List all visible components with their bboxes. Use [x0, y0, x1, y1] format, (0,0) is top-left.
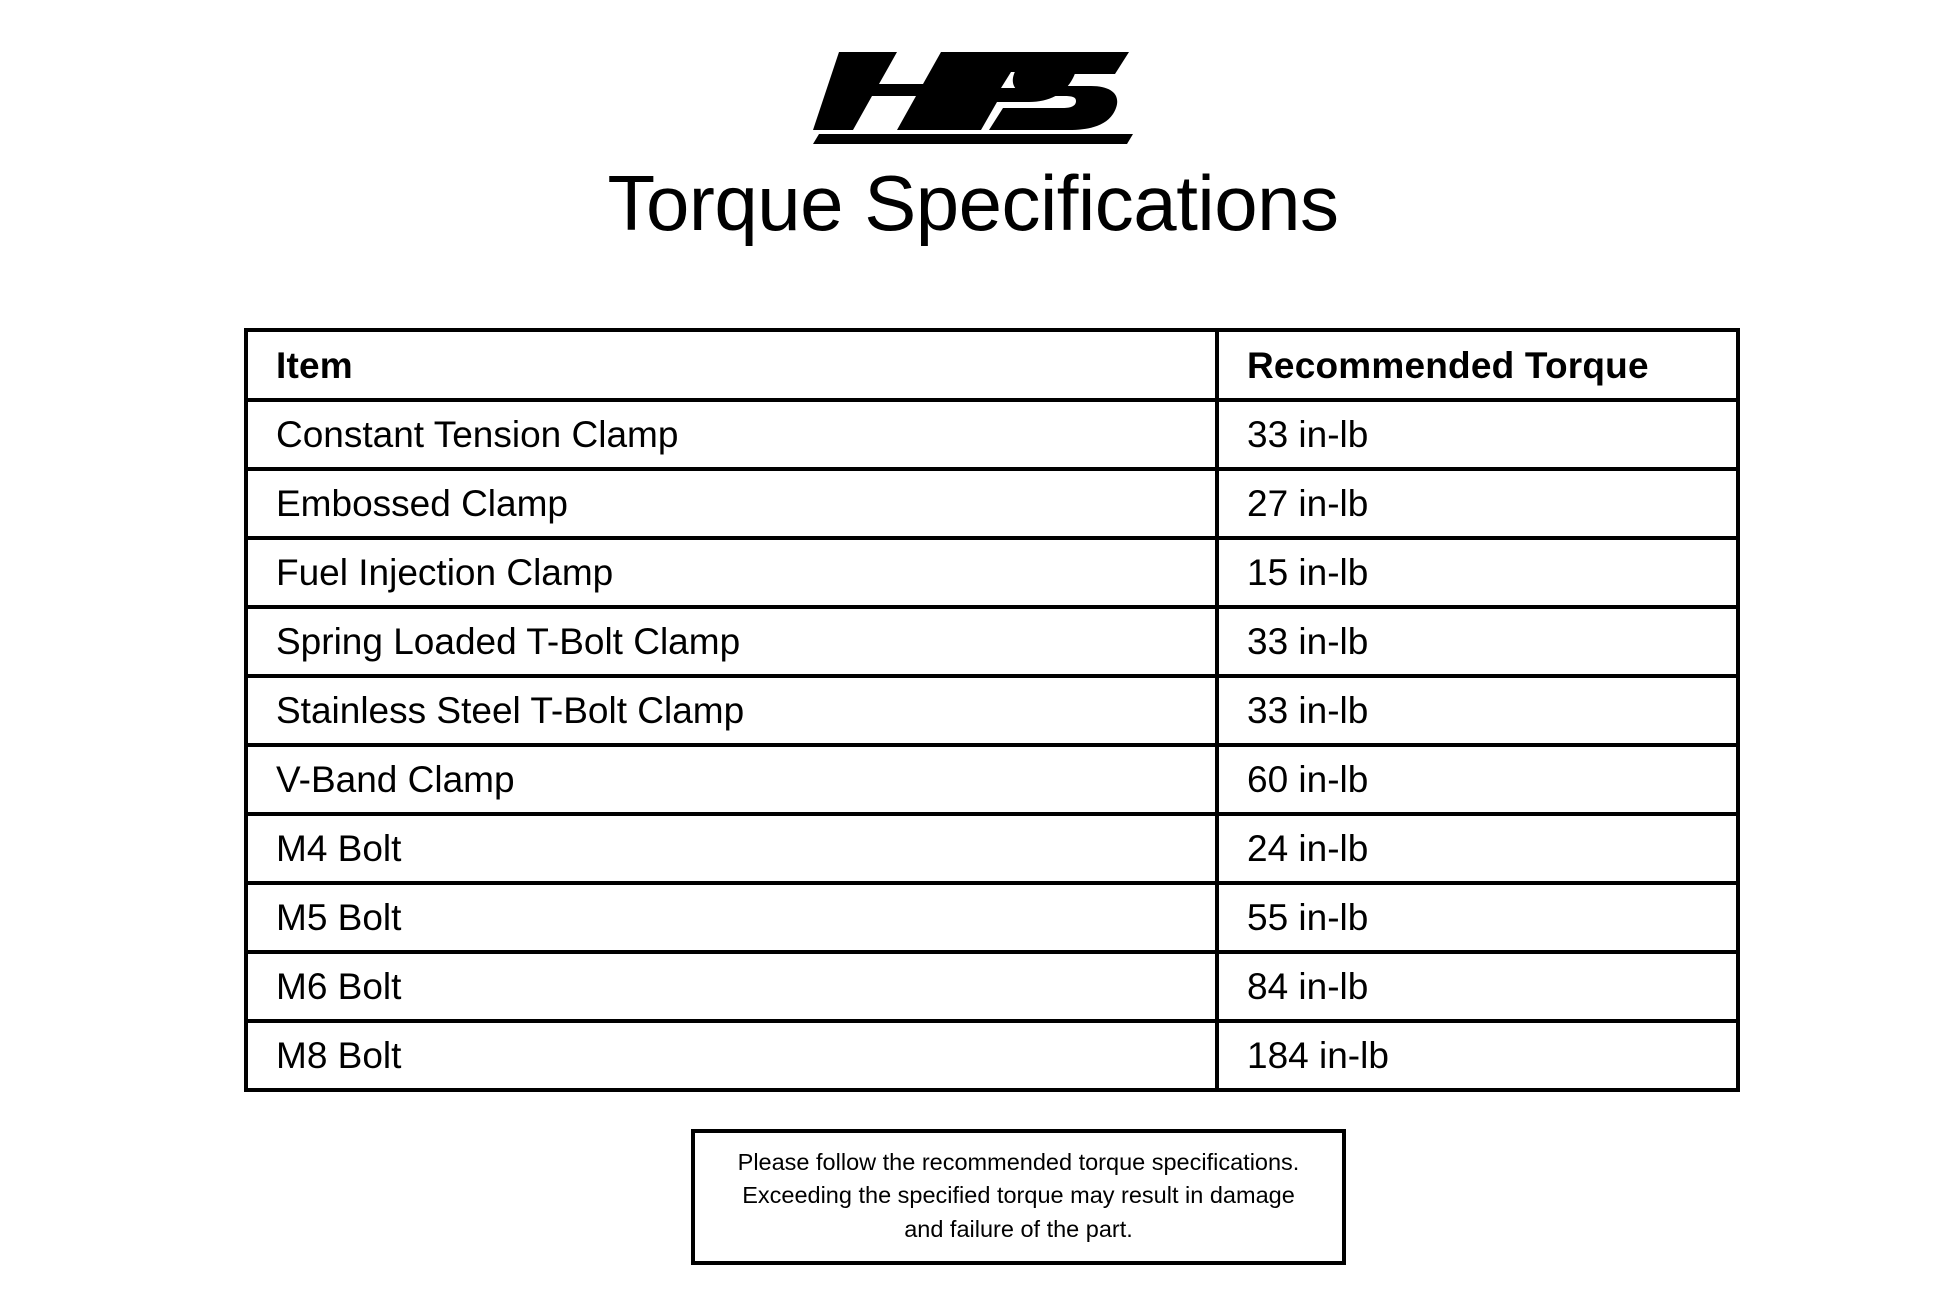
column-header-item: Item	[244, 328, 1219, 402]
cell-item: Stainless Steel T-Bolt Clamp	[244, 674, 1219, 747]
cell-item: M8 Bolt	[244, 1019, 1219, 1092]
table-row: Stainless Steel T-Bolt Clamp 33 in-lb	[244, 674, 1740, 747]
table-row: V-Band Clamp 60 in-lb	[244, 743, 1740, 816]
cell-torque: 24 in-lb	[1215, 812, 1740, 885]
cell-item: M6 Bolt	[244, 950, 1219, 1023]
hps-logo	[813, 52, 1133, 144]
column-header-torque: Recommended Torque	[1215, 328, 1740, 402]
note-line: Exceeding the specified torque may resul…	[742, 1182, 1295, 1209]
cell-item: Fuel Injection Clamp	[244, 536, 1219, 609]
cell-torque: 55 in-lb	[1215, 881, 1740, 954]
table-row: Constant Tension Clamp 33 in-lb	[244, 398, 1740, 471]
table-row: M6 Bolt 84 in-lb	[244, 950, 1740, 1023]
cell-torque: 84 in-lb	[1215, 950, 1740, 1023]
cell-item: M5 Bolt	[244, 881, 1219, 954]
table-row: M8 Bolt 184 in-lb	[244, 1019, 1740, 1092]
cell-item: Constant Tension Clamp	[244, 398, 1219, 471]
cell-torque: 60 in-lb	[1215, 743, 1740, 816]
cell-torque: 15 in-lb	[1215, 536, 1740, 609]
torque-specifications-table: Item Recommended Torque Constant Tension…	[244, 328, 1740, 1092]
cell-item: M4 Bolt	[244, 812, 1219, 885]
cell-torque: 33 in-lb	[1215, 674, 1740, 747]
cell-item: V-Band Clamp	[244, 743, 1219, 816]
table-row: Fuel Injection Clamp 15 in-lb	[244, 536, 1740, 609]
table-row: M5 Bolt 55 in-lb	[244, 881, 1740, 954]
table-row: M4 Bolt 24 in-lb	[244, 812, 1740, 885]
table-body: Constant Tension Clamp 33 in-lb Embossed C…	[244, 398, 1740, 1092]
page-title: Torque Specifications	[607, 159, 1339, 247]
table-row: Spring Loaded T-Bolt Clamp 33 in-lb	[244, 605, 1740, 678]
torque-specifications-table-container: Item Recommended Torque Constant Tension…	[244, 328, 1740, 1092]
cell-torque: 33 in-lb	[1215, 398, 1740, 471]
table-header-row: Item Recommended Torque	[244, 328, 1740, 402]
cell-torque: 27 in-lb	[1215, 467, 1740, 540]
table-header: Item Recommended Torque	[244, 328, 1740, 402]
note-line: and failure of the part.	[904, 1215, 1133, 1242]
warning-note-box: Please follow the recommended torque spe…	[691, 1129, 1346, 1266]
cell-item: Spring Loaded T-Bolt Clamp	[244, 605, 1219, 678]
brand-logo-container	[0, 44, 1946, 148]
table-row: Embossed Clamp 27 in-lb	[244, 467, 1740, 540]
cell-torque: 33 in-lb	[1215, 605, 1740, 678]
note-line: Please follow the recommended torque spe…	[737, 1149, 1300, 1175]
cell-torque: 184 in-lb	[1215, 1019, 1740, 1092]
cell-item: Embossed Clamp	[244, 467, 1219, 540]
